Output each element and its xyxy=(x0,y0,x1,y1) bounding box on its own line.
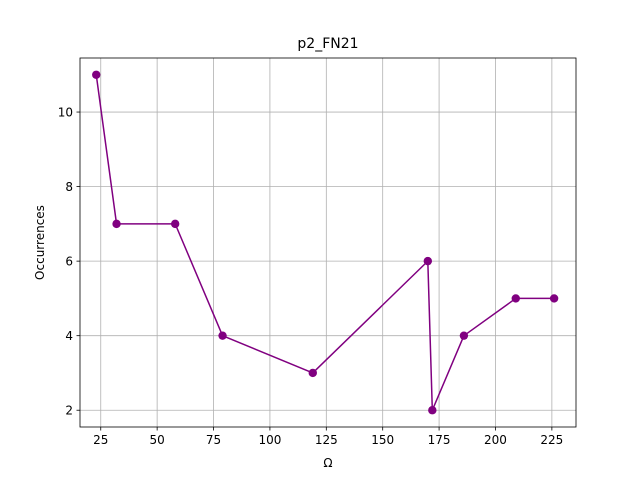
series xyxy=(92,70,559,415)
ticks: 25 50 75 100 125 150 175 200 225 2 4 6 8 10 xyxy=(58,106,564,447)
x-tick-label: 125 xyxy=(315,433,338,447)
grid xyxy=(80,58,576,427)
y-tick-label: 2 xyxy=(65,404,73,418)
data-point xyxy=(92,70,101,79)
x-tick-label: 150 xyxy=(371,433,394,447)
chart-title: p2_FN21 xyxy=(297,36,358,52)
data-point xyxy=(428,406,437,415)
x-axis-label: Ω xyxy=(323,456,332,470)
x-tick-label: 50 xyxy=(149,433,164,447)
x-tick-label: 100 xyxy=(258,433,281,447)
x-tick-label: 225 xyxy=(540,433,563,447)
x-tick-label: 75 xyxy=(206,433,221,447)
y-tick-label: 6 xyxy=(65,255,73,269)
x-tick-label: 175 xyxy=(428,433,451,447)
x-tick-label: 25 xyxy=(93,433,108,447)
y-tick-label: 4 xyxy=(65,329,73,343)
data-point xyxy=(112,219,121,229)
data-point xyxy=(218,331,227,340)
data-point xyxy=(308,368,317,378)
data-point xyxy=(459,331,469,340)
x-tick-label: 200 xyxy=(484,433,507,447)
data-point xyxy=(511,294,520,303)
data-point xyxy=(170,219,180,229)
plot-frame xyxy=(79,57,577,428)
y-axis-label: Occurrences xyxy=(33,205,47,280)
data-point xyxy=(549,294,559,303)
y-tick-label: 8 xyxy=(65,180,73,194)
series-line xyxy=(95,74,555,411)
y-tick-label: 10 xyxy=(58,106,73,120)
data-point xyxy=(423,256,433,266)
